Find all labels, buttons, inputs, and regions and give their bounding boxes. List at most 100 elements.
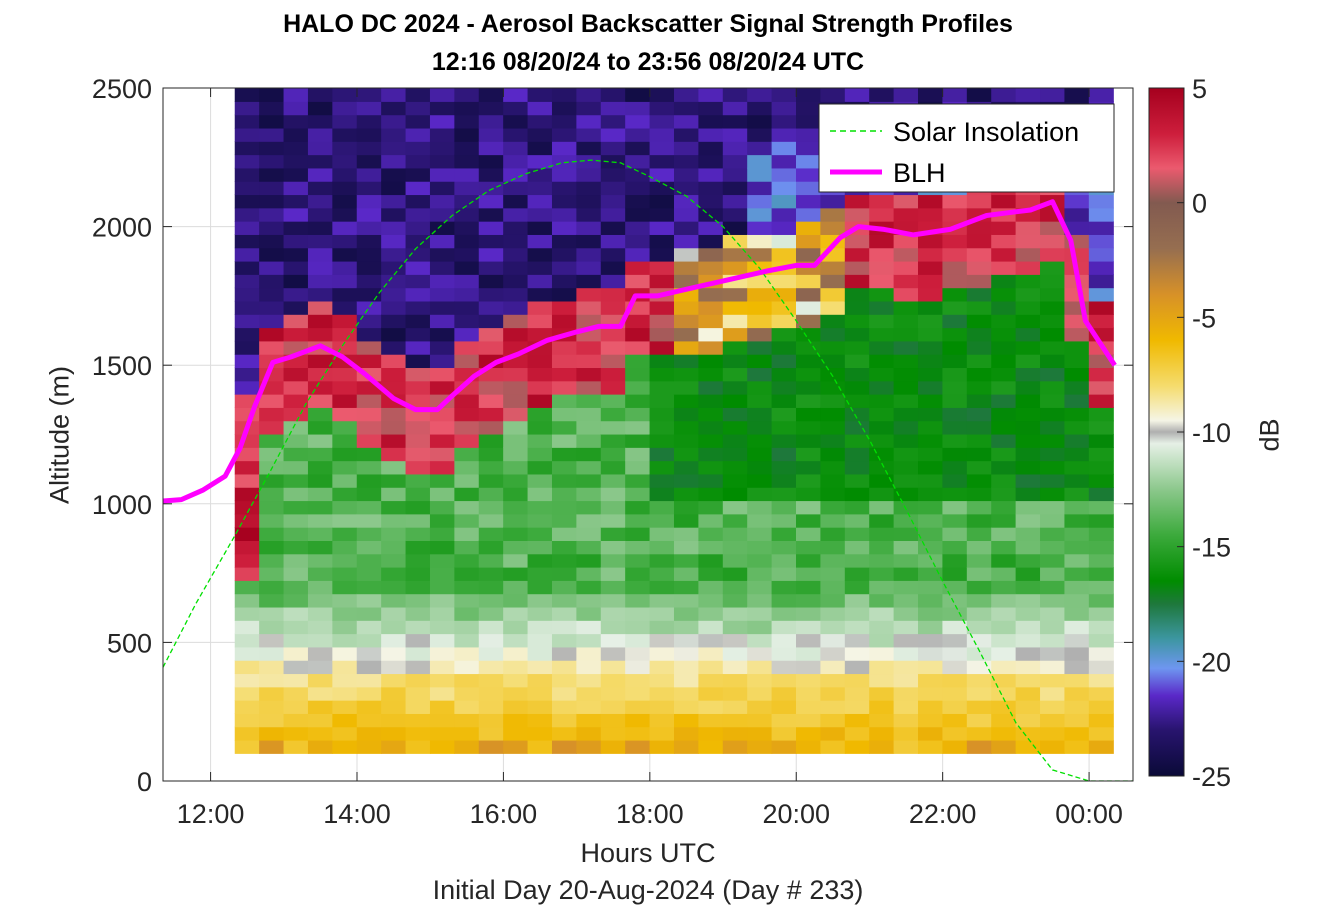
heatmap-cell	[649, 593, 675, 608]
heatmap-cell	[722, 181, 748, 196]
heatmap-cell	[478, 633, 504, 648]
heatmap-cell	[991, 221, 1017, 235]
heatmap-cell	[722, 287, 748, 302]
heatmap-cell	[381, 181, 407, 196]
heatmap-cell	[844, 420, 870, 435]
heatmap-cell	[1040, 340, 1066, 355]
heatmap-cell	[1040, 88, 1066, 102]
heatmap-cell	[991, 660, 1017, 675]
heatmap-cell	[234, 114, 260, 129]
heatmap-cell	[576, 167, 602, 182]
heatmap-cell	[234, 487, 260, 502]
heatmap-cell	[869, 407, 895, 422]
heatmap-cell	[576, 141, 602, 156]
heatmap-cell	[381, 460, 407, 475]
heatmap-cell	[1088, 433, 1114, 448]
heatmap-cell	[869, 553, 895, 568]
heatmap-cell	[234, 580, 260, 595]
heatmap-cell	[429, 194, 455, 209]
heatmap-cell	[259, 194, 285, 209]
heatmap-cell	[600, 407, 626, 422]
heatmap-cell	[478, 127, 504, 142]
heatmap-cell	[698, 181, 724, 196]
heatmap-cell	[381, 433, 407, 448]
heatmap-cell	[893, 300, 919, 315]
heatmap-cell	[283, 433, 309, 448]
heatmap-cell	[918, 540, 944, 555]
heatmap-cell	[844, 513, 870, 528]
heatmap-cell	[332, 606, 358, 621]
heatmap-cell	[698, 460, 724, 475]
heatmap-cell	[307, 433, 333, 448]
heatmap-cell	[722, 460, 748, 475]
heatmap-cell	[600, 327, 626, 342]
heatmap-cell	[1015, 473, 1041, 488]
heatmap-cell	[722, 207, 748, 222]
heatmap-cell	[747, 620, 773, 635]
heatmap-cell	[1088, 274, 1114, 289]
heatmap-cell	[918, 447, 944, 462]
heatmap-cell	[576, 473, 602, 488]
heatmap-cell	[625, 354, 651, 369]
heatmap-cell	[747, 181, 773, 196]
heatmap-cell	[673, 500, 699, 515]
heatmap-cell	[722, 154, 748, 169]
heatmap-cell	[381, 300, 407, 315]
heatmap-cell	[454, 260, 480, 275]
heatmap-cell	[332, 407, 358, 422]
heatmap-cell	[259, 167, 285, 182]
heatmap-cell	[918, 287, 944, 302]
heatmap-cell	[991, 287, 1017, 302]
heatmap-cell	[918, 380, 944, 395]
heatmap-cell	[503, 633, 529, 648]
heatmap-cell	[478, 354, 504, 369]
heatmap-cell	[747, 367, 773, 382]
heatmap-cell	[844, 593, 870, 608]
heatmap-cell	[673, 513, 699, 528]
heatmap-cell	[893, 260, 919, 275]
heatmap-cell	[966, 739, 992, 754]
heatmap-cell	[381, 700, 407, 714]
heatmap-cell	[747, 207, 773, 222]
heatmap-cell	[1088, 394, 1114, 408]
heatmap-cell	[234, 540, 260, 555]
heatmap-cell	[1064, 686, 1090, 701]
heatmap-cell	[551, 513, 577, 528]
heatmap-cell	[991, 686, 1017, 701]
heatmap-cell	[673, 234, 699, 249]
heatmap-cell	[307, 314, 333, 329]
heatmap-cell	[356, 553, 382, 568]
heatmap-cell	[307, 260, 333, 275]
legend-solar-label: Solar Insolation	[893, 117, 1079, 147]
heatmap-cell	[698, 407, 724, 422]
heatmap-cell	[600, 247, 626, 262]
heatmap-cell	[600, 633, 626, 648]
heatmap-cell	[1040, 274, 1066, 289]
heatmap-cell	[991, 340, 1017, 355]
heatmap-cell	[503, 127, 529, 142]
heatmap-cell	[283, 500, 309, 515]
heatmap-cell	[942, 633, 968, 648]
heatmap-cell	[625, 633, 651, 648]
heatmap-cell	[698, 300, 724, 315]
heatmap-cell	[966, 487, 992, 502]
heatmap-cell	[381, 247, 407, 262]
heatmap-cell	[234, 726, 260, 741]
heatmap-cell	[283, 553, 309, 568]
heatmap-cell	[600, 260, 626, 275]
heatmap-cell	[332, 141, 358, 156]
heatmap-cell	[747, 420, 773, 435]
heatmap-cell	[527, 487, 553, 502]
heatmap-cell	[966, 713, 992, 728]
heatmap-cell	[307, 234, 333, 249]
heatmap-cell	[893, 420, 919, 435]
y-tick-label: 1000	[92, 490, 152, 520]
heatmap-cell	[478, 487, 504, 502]
heatmap-cell	[698, 141, 724, 156]
heatmap-cell	[869, 367, 895, 382]
heatmap-cell	[478, 473, 504, 488]
heatmap-cell	[332, 726, 358, 741]
x-tick-label: 14:00	[323, 799, 391, 829]
heatmap-cell	[820, 553, 846, 568]
heatmap-cell	[625, 274, 651, 289]
